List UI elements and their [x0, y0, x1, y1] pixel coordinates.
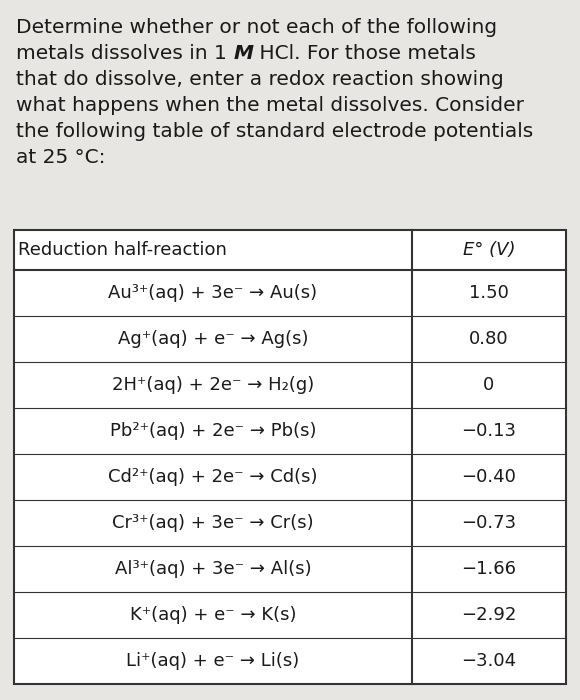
Text: Cd²⁺(aq) + 2e⁻ → Cd(s): Cd²⁺(aq) + 2e⁻ → Cd(s) [108, 468, 318, 486]
Text: Al³⁺(aq) + 3e⁻ → Al(s): Al³⁺(aq) + 3e⁻ → Al(s) [115, 560, 311, 578]
Text: Ag⁺(aq) + e⁻ → Ag(s): Ag⁺(aq) + e⁻ → Ag(s) [118, 330, 308, 348]
Text: Au³⁺(aq) + 3e⁻ → Au(s): Au³⁺(aq) + 3e⁻ → Au(s) [108, 284, 318, 302]
Text: Cr³⁺(aq) + 3e⁻ → Cr(s): Cr³⁺(aq) + 3e⁻ → Cr(s) [112, 514, 314, 532]
Text: −0.40: −0.40 [462, 468, 516, 486]
Text: Li⁺(aq) + e⁻ → Li(s): Li⁺(aq) + e⁻ → Li(s) [126, 652, 300, 670]
Text: what happens when the metal dissolves. Consider: what happens when the metal dissolves. C… [16, 96, 524, 115]
Text: −0.13: −0.13 [462, 422, 517, 440]
Text: the following table of standard electrode potentials: the following table of standard electrod… [16, 122, 533, 141]
Text: 0: 0 [483, 376, 495, 394]
Text: M: M [233, 44, 253, 63]
Text: HCl. For those metals: HCl. For those metals [253, 44, 476, 63]
Text: 0.80: 0.80 [469, 330, 509, 348]
Bar [14, 230, 566, 684]
Text: −3.04: −3.04 [462, 652, 517, 670]
Text: 1.50: 1.50 [469, 284, 509, 302]
Text: E° (V): E° (V) [463, 241, 515, 259]
Text: 2H⁺(aq) + 2e⁻ → H₂(g): 2H⁺(aq) + 2e⁻ → H₂(g) [112, 376, 314, 394]
Text: K⁺(aq) + e⁻ → K(s): K⁺(aq) + e⁻ → K(s) [130, 606, 296, 624]
Text: that do dissolve, enter a redox reaction showing: that do dissolve, enter a redox reaction… [16, 70, 504, 89]
Text: −0.73: −0.73 [462, 514, 517, 532]
Text: metals dissolves in 1: metals dissolves in 1 [16, 44, 233, 63]
Text: at 25 °C:: at 25 °C: [16, 148, 106, 167]
Text: Determine whether or not each of the following: Determine whether or not each of the fol… [16, 18, 497, 37]
Bar [14, 230, 566, 684]
Text: −2.92: −2.92 [461, 606, 517, 624]
Text: −1.66: −1.66 [462, 560, 517, 578]
Text: Reduction half-reaction: Reduction half-reaction [18, 241, 227, 259]
Text: Pb²⁺(aq) + 2e⁻ → Pb(s): Pb²⁺(aq) + 2e⁻ → Pb(s) [110, 422, 316, 440]
